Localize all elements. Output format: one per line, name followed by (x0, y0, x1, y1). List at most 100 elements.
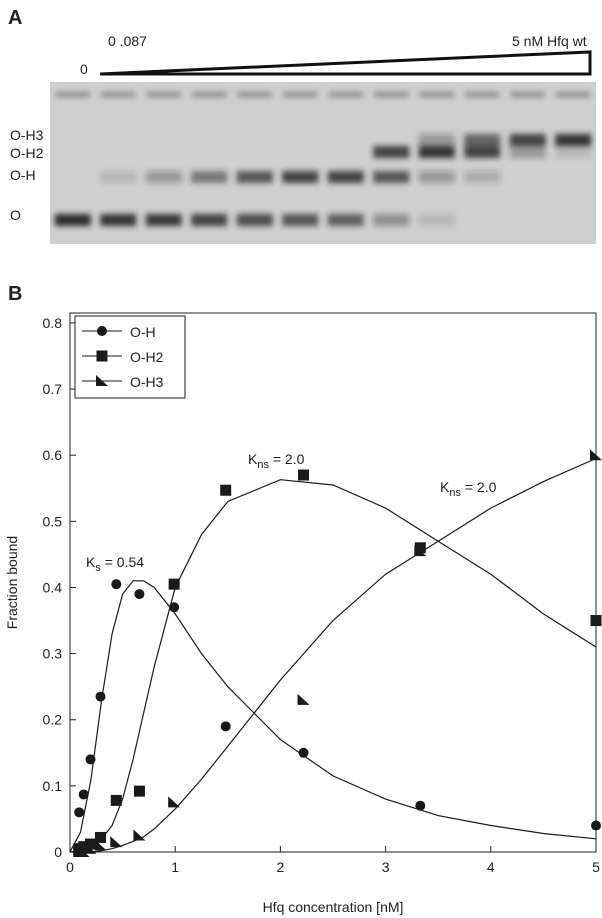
gel-well (192, 92, 227, 97)
y-axis-label: Fraction bound (4, 536, 20, 629)
band-label: O-H (10, 167, 36, 183)
data-point (78, 841, 90, 853)
annotation: Kns = 2.0 (440, 479, 497, 499)
data-point (591, 820, 601, 831)
y-tick-label: 0.5 (43, 513, 63, 529)
fit-curve (69, 479, 597, 853)
legend-box (74, 315, 186, 399)
gel-band (282, 171, 319, 183)
annotation-part: K (86, 554, 96, 570)
gel-band (509, 146, 546, 158)
annotation-part: s (95, 562, 101, 574)
y-tick-label: 0.2 (43, 712, 63, 728)
legend-marker (96, 375, 108, 386)
gel-band (464, 146, 501, 158)
legend-label: O-H (130, 324, 156, 340)
gel-band (54, 214, 91, 226)
data-point (169, 602, 180, 613)
y-tick-label: 0.4 (43, 579, 63, 595)
gel-well (146, 92, 181, 97)
y-tick-label: 0.3 (43, 646, 63, 662)
data-point (168, 578, 180, 590)
gel-band (464, 134, 501, 146)
gel-band (236, 171, 273, 183)
gel-band (145, 214, 182, 226)
annotation-part: = 0.54 (101, 554, 144, 570)
gel-well (101, 92, 136, 97)
legend-label: O-H2 (130, 349, 164, 365)
gel-band (145, 171, 182, 183)
data-point (110, 794, 122, 806)
gel-band (418, 146, 455, 158)
gel-band (327, 214, 364, 226)
x-tick-label: 3 (382, 859, 390, 875)
data-point (298, 469, 310, 481)
x-axis-label: Hfq concentration [nM] (263, 899, 404, 915)
annotation-part: = 2.0 (269, 451, 305, 467)
gel-band (418, 214, 455, 226)
gel-band (418, 134, 455, 146)
gel-well (419, 92, 454, 97)
gel-well (556, 92, 591, 97)
data-point (297, 693, 310, 705)
x-tick-label: 5 (592, 859, 600, 875)
data-point (414, 545, 427, 557)
gel-band (236, 214, 273, 226)
x-tick-label: 4 (487, 859, 495, 875)
gel-end-label: 5 nM Hfq wt (512, 33, 587, 49)
data-point (77, 846, 90, 857)
band-label: O (10, 207, 21, 223)
legend-marker (97, 326, 107, 336)
fit-curve (70, 457, 597, 853)
gradient-wedge (99, 50, 592, 76)
data-point (133, 829, 146, 841)
data-point (133, 785, 145, 797)
gel-band (555, 134, 592, 146)
gel-band (100, 171, 137, 183)
gel-first-label: 0 .087 (108, 33, 147, 49)
data-point (74, 807, 85, 818)
gel-bands (54, 92, 592, 226)
annotation: Kns = 2.0 (248, 451, 305, 471)
data-point (590, 615, 602, 627)
data-point (168, 796, 181, 808)
gel-band (373, 146, 410, 158)
fit-curve (69, 580, 597, 853)
data-point (220, 721, 231, 732)
gel-band (191, 214, 228, 226)
data-point (85, 754, 96, 765)
y-tick-label: 0.8 (43, 315, 63, 331)
gel-band (373, 214, 410, 226)
gel-band (418, 171, 455, 183)
annotation-part: = 2.0 (461, 479, 497, 495)
panel-label: A (8, 7, 22, 29)
band-labels: O-H3 O-H2 O-H O (10, 127, 44, 223)
gel-well (465, 92, 500, 97)
data-point (134, 589, 145, 600)
band-label: O-H2 (10, 145, 44, 161)
gel-well (283, 92, 318, 97)
y-tick-label: 0 (54, 844, 62, 860)
annotation-part: K (440, 479, 450, 495)
gel-image (50, 82, 596, 244)
legend-label: O-H3 (130, 374, 164, 390)
data-point (415, 800, 426, 811)
gel-band (327, 171, 364, 183)
legend-marker (96, 350, 108, 362)
y-tick-label: 0.1 (43, 778, 63, 794)
data-point (95, 691, 106, 702)
gel-band (509, 134, 546, 146)
data-point (78, 789, 89, 800)
gel-well (237, 92, 272, 97)
data-point (94, 839, 107, 851)
gel-well (374, 92, 409, 97)
data-point (298, 747, 309, 758)
data-point (85, 838, 97, 850)
annotation-part: ns (257, 459, 269, 471)
gel-band (191, 171, 228, 183)
data-point (84, 842, 97, 854)
y-tick-label: 0.6 (43, 447, 63, 463)
gel-well (328, 92, 363, 97)
plot-frame (69, 312, 597, 853)
